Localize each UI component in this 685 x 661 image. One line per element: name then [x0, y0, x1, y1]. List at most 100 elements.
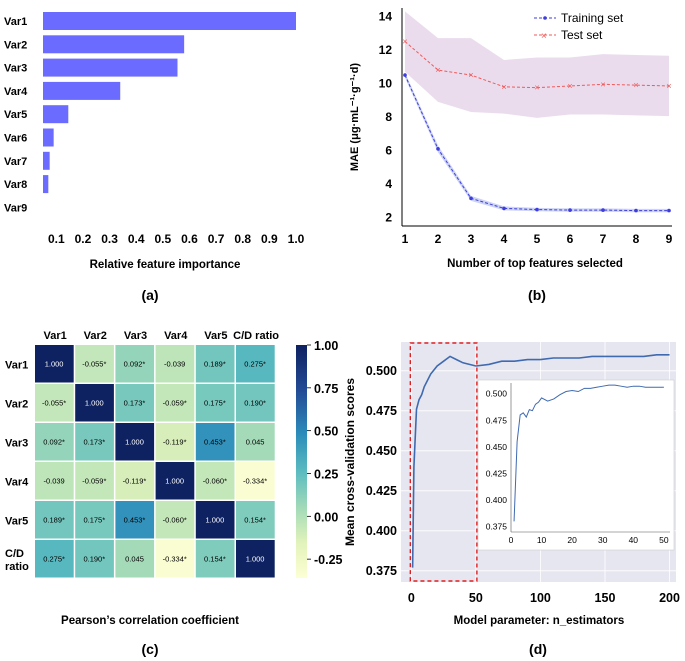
a-category-label: Var8: [4, 179, 27, 191]
c-cell-value: -0.039: [43, 477, 64, 486]
c-cell: [236, 501, 275, 539]
b-xlabel: Number of top features selected: [447, 258, 623, 270]
c-cell: [35, 501, 74, 539]
legend-test-label: Test set: [561, 28, 603, 42]
c-row-label: Var3: [5, 438, 28, 450]
panel-c: 1.000 -0.055* 0.092* -0.039 0.189* 0.275* -0.0…: [5, 330, 343, 657]
b-xtick-label: 7: [600, 232, 607, 246]
c-cell: [195, 540, 235, 578]
b-xtick-label: 3: [468, 232, 475, 246]
b-point-training: [436, 147, 440, 151]
c-cell-value: 0.173*: [83, 438, 105, 447]
b-xtick-label: 9: [666, 232, 673, 246]
b-point-training: [667, 208, 671, 213]
d-inset-xtick-label: 10: [537, 535, 547, 545]
b-point-training: [502, 206, 506, 211]
b-panel-label: (b): [528, 287, 546, 303]
d-inset-ytick-label: 0.400: [486, 495, 508, 505]
d-ytick-label: 0.425: [366, 484, 397, 498]
b-point-training: [634, 208, 638, 213]
b-xtick-label: 6: [567, 232, 574, 246]
c-cell: [155, 384, 195, 422]
b-point-test: ×: [435, 65, 440, 75]
c-cell-value: 0.154*: [244, 516, 266, 525]
b-xtick-label: 5: [534, 232, 541, 246]
c-cell-value: 0.189*: [43, 516, 65, 525]
a-bar: [43, 35, 185, 54]
a-category-label: Var4: [4, 86, 28, 98]
c-cell: [115, 384, 155, 422]
c-xlabel: Pearson’s correlation coefficient: [61, 615, 239, 627]
d-xtick-label: 100: [530, 591, 551, 605]
c-row-label: Var4: [5, 477, 29, 489]
b-point-test: ×: [600, 79, 605, 89]
d-inset-ytick-label: 0.500: [486, 389, 508, 399]
c-cell: [155, 540, 195, 578]
c-cell: [35, 462, 74, 500]
c-cell-value: 0.173*: [124, 399, 146, 408]
d-inset-line: [513, 384, 664, 522]
d-inset-ytick-label: 0.375: [486, 522, 508, 532]
d-xlabel: Model parameter: n_estimators: [454, 615, 625, 627]
c-cell: [155, 423, 195, 461]
c-cell: [35, 540, 74, 578]
a-xtick-label: 0.5: [154, 232, 171, 246]
legend-training-label: Training set: [561, 11, 624, 25]
c-cell: [195, 462, 235, 500]
colorbar-tick-label: 1.00: [314, 339, 338, 353]
c-cell-value: -0.334*: [163, 555, 187, 564]
b-point-training: [403, 73, 407, 77]
legend-training-marker: [543, 16, 547, 20]
b-ytick-label: 10: [379, 76, 393, 90]
d-inset-bg: [477, 379, 675, 551]
a-panel-label: (a): [141, 287, 158, 303]
a-category-label: Var7: [4, 156, 27, 168]
b-ytick-label: 6: [385, 144, 392, 158]
d-score-line: [411, 354, 670, 568]
c-col-label: C/D ratio: [233, 330, 279, 342]
a-category-label: Var5: [4, 109, 27, 121]
c-cell: [155, 501, 195, 539]
c-cell-value: 0.045: [246, 438, 265, 447]
a-bar: [43, 81, 121, 100]
colorbar-tick-label: 0.50: [314, 425, 338, 439]
c-cell: [35, 423, 74, 461]
c-cell-value: -0.119*: [123, 477, 147, 486]
c-cell-value: 1.000: [45, 360, 64, 369]
c-cell: [75, 462, 114, 500]
c-cell: [115, 423, 155, 461]
c-cell: [75, 423, 114, 461]
colorbar-tick-label: 0.75: [314, 382, 338, 396]
d-ytick-label: 0.450: [366, 444, 397, 458]
c-cell-value: 0.045: [125, 555, 144, 564]
c-cell-value: 1.000: [85, 399, 104, 408]
colorbar-tick-label: 0.00: [314, 510, 338, 524]
d-inset-ytick-label: 0.450: [486, 442, 508, 452]
c-cell: [195, 501, 235, 539]
d-inset-ytick-label: 0.475: [486, 415, 508, 425]
colorbar-tick-label: 0.25: [314, 467, 338, 481]
d-ytick-label: 0.375: [366, 564, 397, 578]
b-ytick-label: 14: [379, 9, 393, 23]
c-col-label: Var4: [164, 330, 188, 342]
c-cell: [236, 345, 275, 383]
a-bar: [43, 175, 49, 194]
b-ytick-label: 2: [385, 211, 392, 225]
c-cell: [115, 462, 155, 500]
legend-test-marker: ×: [541, 31, 547, 42]
a-xtick-label: 0.1: [48, 232, 65, 246]
d-ytick-label: 0.475: [366, 404, 397, 418]
c-cell-value: -0.059*: [82, 477, 106, 486]
d-xtick-label: 200: [659, 591, 680, 605]
d-ytick-label: 0.400: [366, 524, 397, 538]
b-point-training: [535, 207, 539, 212]
b-point-training: [601, 208, 605, 212]
d-highlight-box: [409, 342, 478, 582]
b-point-test: ×: [501, 82, 506, 92]
c-cell-value: 0.190*: [83, 555, 105, 564]
b-xtick-label: 4: [501, 232, 508, 246]
d-ytick-label: 0.500: [366, 364, 397, 378]
b-point-test: ×: [534, 83, 539, 93]
